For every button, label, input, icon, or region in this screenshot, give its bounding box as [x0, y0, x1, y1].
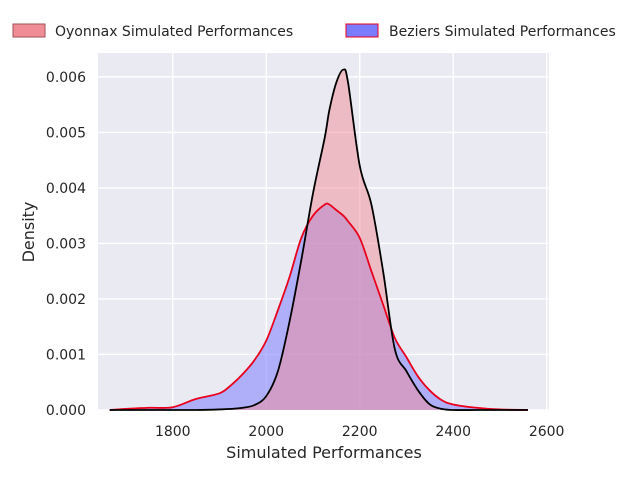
y-tick-label: 0.004	[46, 181, 86, 197]
legend-swatch-beziers	[345, 23, 379, 38]
density-areas	[109, 69, 528, 411]
x-tick-label: 2400	[435, 424, 471, 440]
density-line-beziers	[109, 202, 528, 411]
y-tick-label: 0.000	[46, 403, 86, 419]
legend-label-beziers: Beziers Simulated Performances	[389, 24, 616, 40]
density-area-oyonnax	[109, 69, 528, 411]
x-axis-ticks: 1800 2000 2200 2400 2600	[155, 424, 565, 440]
y-tick-label: 0.002	[46, 292, 86, 308]
legend-swatch-oyonnax	[12, 23, 46, 38]
y-axis-title: Density	[19, 202, 38, 263]
y-tick-label: 0.005	[46, 125, 86, 141]
density-lines	[109, 68, 528, 411]
x-tick-label: 2600	[529, 424, 565, 440]
y-tick-label: 0.006	[46, 70, 86, 86]
x-tick-label: 1800	[155, 424, 191, 440]
legend: Oyonnax Simulated Performances Beziers S…	[12, 23, 616, 40]
y-tick-label: 0.003	[46, 236, 86, 252]
x-axis-title: Simulated Performances	[226, 443, 422, 462]
density-line-oyonnax	[109, 68, 528, 411]
y-tick-label: 0.001	[46, 347, 86, 363]
x-tick-label: 2200	[342, 424, 378, 440]
x-tick-label: 2000	[248, 424, 284, 440]
y-axis-ticks: 0.000 0.001 0.002 0.003 0.004 0.005 0.006	[46, 70, 86, 419]
legend-label-oyonnax: Oyonnax Simulated Performances	[55, 24, 293, 40]
